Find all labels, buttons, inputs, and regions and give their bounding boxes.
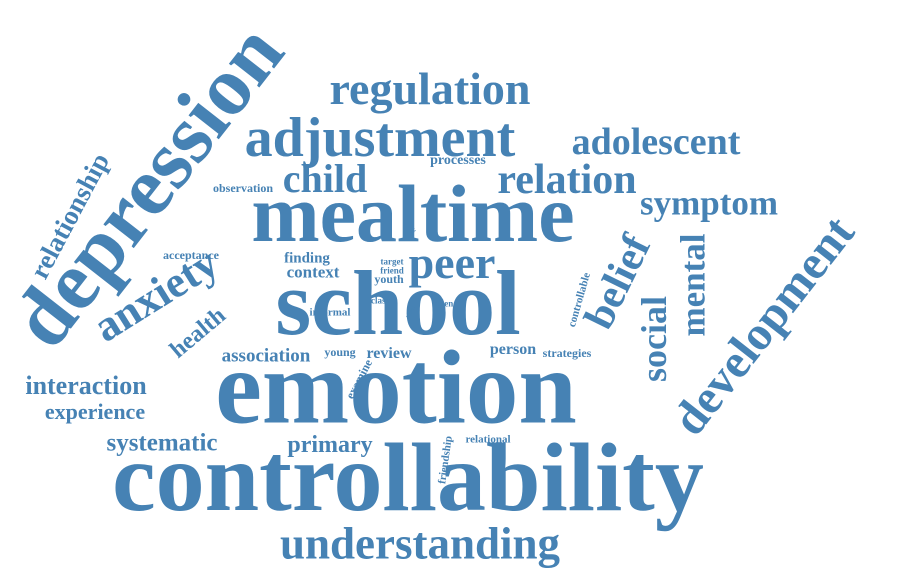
word-review: review xyxy=(366,345,412,362)
word-interaction: interaction xyxy=(25,371,147,400)
word-mental: mental xyxy=(673,233,713,337)
word-adolescent: adolescent xyxy=(571,121,741,163)
word-observation: observation xyxy=(213,181,273,195)
word-target: target xyxy=(380,256,404,267)
word-symptom: symptom xyxy=(639,183,779,223)
word-youth: youth xyxy=(374,272,404,286)
word-understanding: understanding xyxy=(279,518,561,569)
word-systematic: systematic xyxy=(106,429,218,457)
word-association: association xyxy=(221,345,311,367)
word-strategies: strategies xyxy=(542,346,592,360)
word-class: class xyxy=(371,295,389,306)
word-acceptance: acceptance xyxy=(163,248,219,262)
word-relational: relational xyxy=(465,433,511,446)
word-context: context xyxy=(286,262,340,282)
word-child: child xyxy=(282,156,368,201)
word-peer: peer xyxy=(408,237,496,288)
word-informal: informal xyxy=(309,306,351,319)
word-processes: processes xyxy=(430,153,486,168)
word-young: young xyxy=(324,345,356,359)
word-finding: finding xyxy=(284,250,330,267)
word-primary: primary xyxy=(287,432,373,458)
word-friend: friend xyxy=(380,265,404,276)
word-controllability: controllability xyxy=(112,424,704,532)
word-mealtime: mealtime xyxy=(251,168,575,259)
word-person: person xyxy=(489,341,537,358)
word-social: social xyxy=(634,296,674,382)
word-adjustment: adjustment xyxy=(244,107,516,169)
word-emotion: emotion xyxy=(215,328,577,446)
word-relation: relation xyxy=(497,157,637,203)
word-open: open xyxy=(434,298,454,309)
word-experience: experience xyxy=(44,399,146,424)
word-regulation: regulation xyxy=(329,63,531,114)
word-school: school xyxy=(275,252,521,354)
